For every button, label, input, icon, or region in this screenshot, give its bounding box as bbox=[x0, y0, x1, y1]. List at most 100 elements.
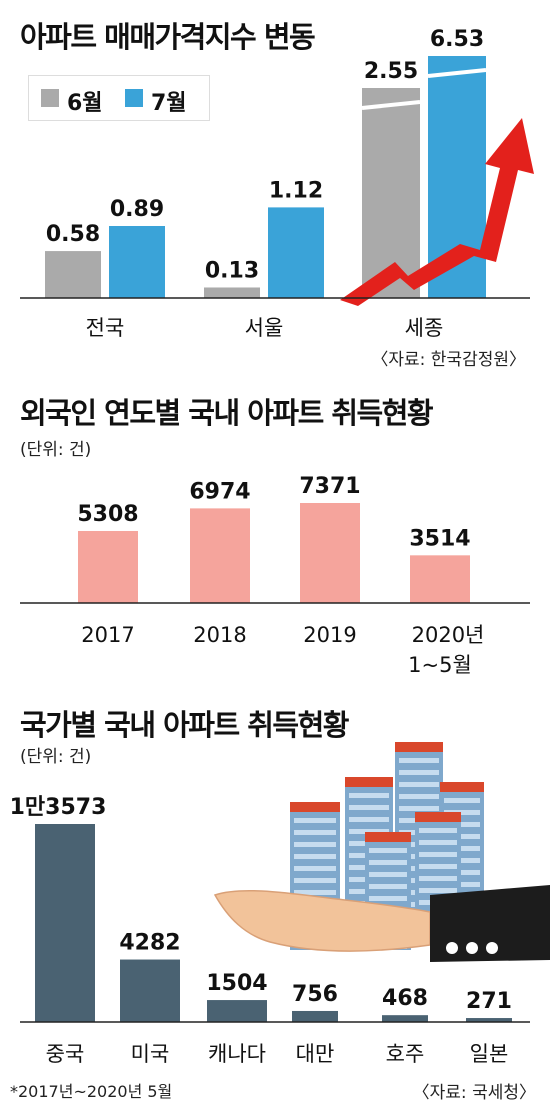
apartment-window-row-3-6 bbox=[294, 890, 336, 895]
apartment-window-row-0-1 bbox=[399, 770, 439, 775]
sleeve-dot-2 bbox=[486, 942, 498, 954]
sleeve-icon bbox=[430, 885, 550, 962]
apartment-window-row-0-2 bbox=[399, 782, 439, 787]
apartment-window-row-5-5 bbox=[419, 888, 457, 893]
category-label-2017-line0: 2017 bbox=[81, 623, 134, 647]
category-label-호주: 호주 bbox=[386, 1042, 425, 1066]
category-label-미국: 미국 bbox=[131, 1042, 170, 1066]
chart3-unit: (단위: 건) bbox=[20, 747, 92, 767]
apartment-window-row-3-1 bbox=[294, 830, 336, 835]
category-label-전국: 전국 bbox=[86, 316, 125, 340]
apartment-roof-2 bbox=[440, 782, 484, 792]
value-label-세종-7월: 6.53 bbox=[430, 27, 484, 52]
apartment-window-row-3-4 bbox=[294, 866, 336, 871]
apartment-window-row-1-0 bbox=[349, 793, 389, 798]
value-label-캐나다: 1504 bbox=[206, 971, 267, 996]
chart1-title: 아파트 매매가격지수 변동 bbox=[20, 20, 316, 54]
apartment-roof-4 bbox=[365, 832, 411, 842]
bar-캐나다 bbox=[207, 1000, 267, 1022]
apartment-roof-1 bbox=[345, 777, 393, 787]
category-label-세종: 세종 bbox=[405, 316, 444, 340]
apartment-window-row-3-0 bbox=[294, 818, 336, 823]
bar-2020년 1~5월 bbox=[410, 555, 470, 603]
value-label-전국-6월: 0.58 bbox=[46, 222, 100, 247]
apartment-window-row-0-3 bbox=[399, 794, 439, 799]
category-label-대만: 대만 bbox=[296, 1042, 335, 1066]
legend-label-6: 6월 bbox=[67, 91, 103, 116]
apartment-window-row-3-3 bbox=[294, 854, 336, 859]
category-label-서울: 서울 bbox=[245, 316, 284, 340]
sleeve-dot-0 bbox=[446, 942, 458, 954]
chart3-svg: 1만3573 중국 4282 미국 1504 캐나다 756 대만 468 호주 271 일본 bbox=[10, 742, 550, 1066]
chart2-unit: (단위: 건) bbox=[20, 440, 92, 460]
apartment-window-row-4-3 bbox=[369, 884, 407, 889]
value-label-전국-7월: 0.89 bbox=[110, 197, 164, 222]
apartment-window-row-0-4 bbox=[399, 806, 439, 811]
bar-전국-7월 bbox=[109, 226, 165, 298]
apartment-roof-5 bbox=[415, 812, 461, 822]
chart2-svg: 5308 2017 6974 2018 7371 2019 3514 2020년 1~5월 bbox=[20, 474, 530, 677]
apartment-window-row-2-4 bbox=[444, 846, 480, 851]
apartment-window-row-2-0 bbox=[444, 798, 480, 803]
apartment-window-row-4-1 bbox=[369, 860, 407, 865]
bar-일본 bbox=[466, 1018, 512, 1022]
value-label-2017: 5308 bbox=[77, 502, 138, 527]
value-label-일본: 271 bbox=[466, 989, 512, 1014]
category-label-중국: 중국 bbox=[46, 1042, 85, 1066]
sleeve-dot-1 bbox=[466, 942, 478, 954]
category-label-2019-line0: 2019 bbox=[303, 623, 356, 647]
bar-2018 bbox=[190, 508, 250, 603]
value-label-미국: 4282 bbox=[119, 931, 180, 956]
value-label-2020년 1~5월: 3514 bbox=[409, 526, 470, 551]
value-label-중국: 1만3573 bbox=[10, 795, 107, 820]
apartment-window-row-5-2 bbox=[419, 852, 457, 857]
red-up-arrow-icon bbox=[340, 118, 534, 306]
legend-swatch-6 bbox=[41, 89, 59, 107]
country-acquisition-panel: 국가별 국내 아파트 취득현황 (단위: 건) 1만3573 중국 4282 미국 15… bbox=[0, 690, 550, 1115]
apartment-window-row-4-2 bbox=[369, 872, 407, 877]
price-index-panel: 아파트 매매가격지수 변동 0.58 0.89 전국 0.13 1.12 서울 2.55 6.… bbox=[0, 0, 550, 380]
chart3-footnote: *2017년~2020년 5월 bbox=[10, 1082, 173, 1101]
category-label-2020년 1~5월-line0: 2020년 bbox=[412, 623, 485, 647]
bar-서울-7월 bbox=[268, 207, 324, 298]
category-label-캐나다: 캐나다 bbox=[208, 1042, 266, 1066]
chart1-legend: 6월 7월 bbox=[28, 75, 210, 121]
category-label-2018-line0: 2018 bbox=[193, 623, 246, 647]
value-label-서울-6월: 0.13 bbox=[205, 258, 259, 283]
apartment-window-row-2-7 bbox=[444, 882, 480, 887]
bar-중국 bbox=[35, 824, 95, 1022]
bar-전국-6월 bbox=[45, 251, 101, 298]
chart3-source: 〈자료: 국세청〉 bbox=[412, 1083, 536, 1103]
apartment-window-row-3-5 bbox=[294, 878, 336, 883]
apartment-window-row-1-2 bbox=[349, 817, 389, 822]
value-label-호주: 468 bbox=[382, 986, 428, 1011]
category-label-일본: 일본 bbox=[470, 1042, 509, 1066]
apartment-window-row-3-2 bbox=[294, 842, 336, 847]
apartment-window-row-5-0 bbox=[419, 828, 457, 833]
chart3-title: 국가별 국내 아파트 취득현황 bbox=[20, 708, 349, 742]
chart2-title: 외국인 연도별 국내 아파트 취득현황 bbox=[20, 396, 434, 430]
apartment-window-row-4-0 bbox=[369, 848, 407, 853]
apartment-window-row-1-3 bbox=[349, 829, 389, 834]
apartment-window-row-5-4 bbox=[419, 876, 457, 881]
value-label-2019: 7371 bbox=[299, 474, 360, 499]
value-label-서울-7월: 1.12 bbox=[269, 178, 323, 203]
apartment-window-row-2-1 bbox=[444, 810, 480, 815]
chart1-source: 〈자료: 한국감정원〉 bbox=[371, 350, 526, 370]
bar-서울-6월 bbox=[204, 287, 260, 298]
bar-break-6월 bbox=[361, 100, 421, 110]
apartment-roof-3 bbox=[290, 802, 340, 812]
value-label-세종-6월: 2.55 bbox=[364, 59, 418, 84]
apartment-window-row-5-1 bbox=[419, 840, 457, 845]
bar-2017 bbox=[78, 530, 138, 603]
bar-세종-6월 bbox=[362, 88, 420, 298]
apartment-window-row-2-2 bbox=[444, 822, 480, 827]
apartment-window-row-2-6 bbox=[444, 870, 480, 875]
bar-대만 bbox=[292, 1010, 338, 1022]
apartment-window-row-0-0 bbox=[399, 758, 439, 763]
apartment-window-row-4-4 bbox=[369, 896, 407, 901]
apartment-window-row-2-3 bbox=[444, 834, 480, 839]
bar-호주 bbox=[382, 1015, 428, 1022]
bar-2019 bbox=[300, 503, 360, 603]
legend-swatch-7 bbox=[125, 89, 143, 107]
